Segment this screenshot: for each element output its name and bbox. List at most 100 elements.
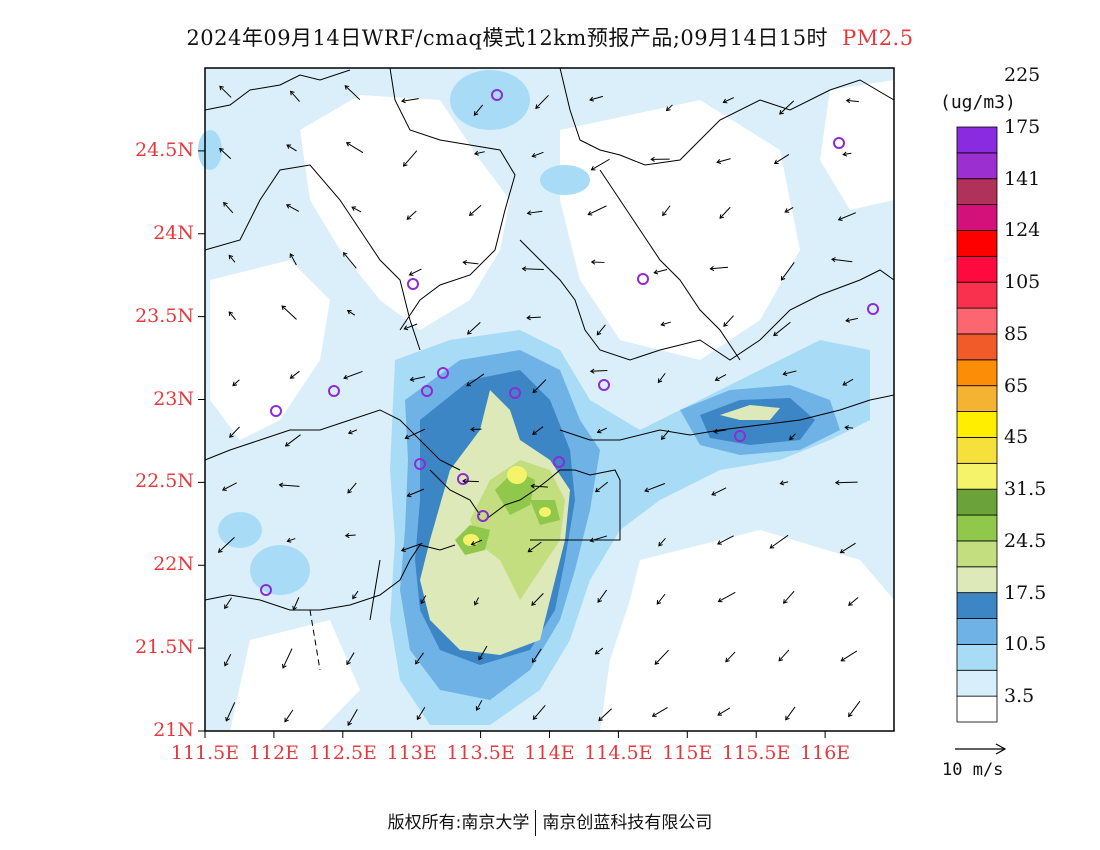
wind-vector bbox=[347, 709, 358, 726]
wind-vector bbox=[782, 370, 797, 376]
wind-vector bbox=[527, 541, 542, 553]
copyright-footer: 版权所有:南京大学 南京创蓝科技有限公司 bbox=[0, 808, 1100, 836]
station-marker bbox=[328, 385, 340, 397]
wind-vector bbox=[769, 534, 789, 549]
wind-vector bbox=[466, 322, 481, 335]
wind-vector bbox=[406, 488, 425, 498]
wind-vector bbox=[526, 315, 541, 321]
station-marker bbox=[491, 89, 503, 101]
wind-vector bbox=[219, 85, 232, 98]
wind-vector bbox=[228, 311, 236, 321]
colorbar-swatch bbox=[956, 695, 998, 723]
wind-vector bbox=[347, 482, 357, 494]
colorbar-swatch bbox=[956, 618, 998, 645]
colorbar-swatch bbox=[956, 152, 998, 180]
wind-vector bbox=[589, 535, 608, 543]
longitude-label: 115E bbox=[662, 742, 713, 764]
station-marker bbox=[260, 584, 272, 596]
wind-vector bbox=[232, 379, 240, 387]
colorbar-level-label: 124 bbox=[1004, 219, 1041, 242]
wind-vector bbox=[598, 708, 612, 722]
wind-vector bbox=[470, 426, 482, 432]
colorbar-level-label: 141 bbox=[1004, 167, 1041, 190]
colorbar-swatch bbox=[956, 669, 998, 697]
colorbar-level-label: 225 bbox=[1004, 64, 1041, 87]
wind-vector bbox=[590, 259, 605, 265]
longitude-label: 112.5E bbox=[308, 742, 377, 764]
wind-vector bbox=[285, 204, 300, 212]
colorbar-swatch bbox=[956, 566, 998, 594]
colorbar-level-label: 65 bbox=[1004, 374, 1029, 397]
wind-vector bbox=[719, 206, 731, 219]
wind-vector bbox=[406, 210, 417, 220]
title-variable: PM2.5 bbox=[842, 26, 914, 50]
wind-vector bbox=[716, 158, 731, 165]
colorbar-swatch bbox=[956, 592, 998, 619]
wind-vector bbox=[660, 430, 670, 440]
wind-vector bbox=[475, 700, 483, 711]
wind-vector bbox=[468, 204, 482, 217]
latitude-label: 24N bbox=[153, 221, 194, 244]
station-marker bbox=[867, 303, 879, 315]
wind-vector bbox=[343, 370, 363, 380]
latitude-label: 21N bbox=[153, 719, 194, 741]
station-marker bbox=[833, 137, 845, 149]
wind-vector bbox=[717, 707, 731, 716]
wind-vector bbox=[351, 206, 362, 213]
pm25-concentration-field bbox=[198, 68, 894, 731]
wind-vectors bbox=[217, 85, 861, 726]
wind-vector bbox=[401, 98, 419, 104]
wind-vector bbox=[470, 539, 483, 546]
boundary-lines bbox=[204, 67, 895, 671]
wind-reference-label: 10 m/s bbox=[942, 760, 1004, 780]
wind-vector bbox=[224, 597, 232, 610]
wind-vector bbox=[714, 374, 727, 382]
wind-vector bbox=[725, 651, 736, 663]
wind-vector bbox=[789, 433, 796, 441]
wind-vector bbox=[532, 426, 544, 435]
wind-vector bbox=[773, 321, 791, 337]
wind-vector bbox=[289, 90, 300, 102]
wind-vector bbox=[842, 151, 852, 157]
footer-right: 南京创蓝科技有限公司 bbox=[542, 813, 713, 833]
colorbar-level-label: 17.5 bbox=[1004, 581, 1047, 604]
map-title: 2024年09月14日WRF/cmaq模式12km预报产品;09月14日15时 P… bbox=[0, 22, 1100, 52]
wind-vector bbox=[531, 151, 544, 158]
wind-vector bbox=[532, 704, 546, 721]
wind-vector bbox=[837, 212, 857, 221]
colorbar-swatch bbox=[956, 514, 998, 542]
wind-vector bbox=[223, 201, 234, 214]
wind-vector bbox=[779, 100, 795, 115]
wind-vector bbox=[342, 251, 357, 269]
colorbar-level-label: 85 bbox=[1004, 322, 1029, 345]
latitude-label: 23.5N bbox=[135, 304, 194, 327]
wind-vector bbox=[785, 706, 796, 721]
wind-vector bbox=[228, 254, 236, 263]
wind-vector bbox=[473, 104, 484, 116]
wind-vector bbox=[415, 652, 424, 665]
colorbar-level-label: 175 bbox=[1004, 116, 1041, 138]
wind-vector bbox=[845, 98, 859, 104]
wind-vector bbox=[526, 210, 543, 216]
wind-vector bbox=[651, 706, 668, 717]
wind-vector bbox=[284, 709, 294, 723]
station-marker bbox=[421, 385, 433, 397]
wind-vector bbox=[535, 94, 549, 110]
colorbar-unit: (ug/m3) bbox=[940, 92, 1016, 113]
station-marker bbox=[598, 379, 610, 391]
wind-vector bbox=[344, 85, 361, 101]
title-main: 2024年09月14日WRF/cmaq模式12km预报产品;09月14日15时 bbox=[186, 26, 829, 50]
wind-vector bbox=[831, 257, 853, 263]
wind-vector bbox=[844, 425, 854, 431]
wind-vector bbox=[292, 597, 300, 611]
longitude-label: 111.5E bbox=[170, 742, 240, 764]
colorbar-swatch bbox=[956, 359, 998, 387]
wind-vector bbox=[281, 305, 297, 320]
wind-vector bbox=[408, 268, 422, 276]
wind-vector bbox=[344, 532, 356, 539]
wind-vector bbox=[590, 158, 610, 171]
wind-vector bbox=[713, 428, 727, 434]
wind-vector bbox=[289, 253, 297, 266]
wind-vector bbox=[466, 373, 485, 387]
wind-vector bbox=[778, 649, 790, 662]
